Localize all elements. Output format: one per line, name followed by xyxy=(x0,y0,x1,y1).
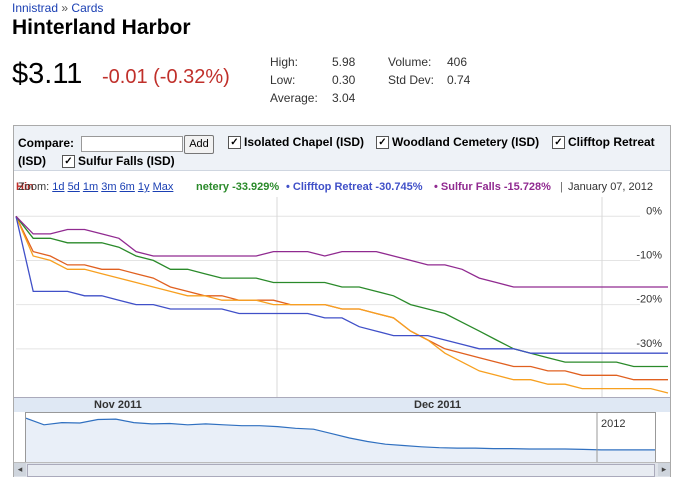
navigator-scrollbar[interactable]: ◂ ▸ xyxy=(14,462,670,477)
compare-woodland-cemetery[interactable]: ✓ Woodland Cemetery (ISD) xyxy=(376,135,539,149)
series-line-clifftop-retreat xyxy=(15,216,668,354)
stats-values-left: 5.98 0.30 3.04 xyxy=(332,53,355,107)
breadcrumb-section-link[interactable]: Cards xyxy=(71,1,104,15)
legend-hinterland-partial: Hin xyxy=(16,181,34,193)
breadcrumb-separator: » xyxy=(61,1,69,15)
zoom-1m[interactable]: 1m xyxy=(82,181,99,193)
legend-date: January 07, 2012 xyxy=(568,181,654,193)
compare-item-label: Sulfur Falls (ISD) xyxy=(78,154,175,168)
high-value: 5.98 xyxy=(332,55,356,69)
stats-labels-right: Volume: Std Dev: xyxy=(388,53,434,89)
compare-add-button[interactable]: Add xyxy=(184,135,214,154)
main-chart-area[interactable]: 0% -10% -20% -30% xyxy=(14,197,670,397)
series-line-woodland-cemetery xyxy=(15,215,668,368)
legend-separator: | xyxy=(560,181,563,193)
price-change: -0.01 (-0.32%) xyxy=(102,66,230,88)
chart-legend: Hin Zoom: 1d 5d 1m 3m 6m 1y Max netery -… xyxy=(14,179,670,195)
volume-value: 406 xyxy=(447,55,468,69)
legend-woodland-cemetery: netery -33.929% xyxy=(196,181,280,193)
x-tick-nov-2011: Nov 2011 xyxy=(94,399,142,411)
compare-item-label: Clifftop Retreat xyxy=(568,135,655,149)
volume-label: Volume: xyxy=(388,55,432,69)
navigator-year-label: 2012 xyxy=(601,418,625,430)
legend-sulfur-falls: • Sulfur Falls -15.728% xyxy=(434,181,551,193)
navigator-svg[interactable]: 2012 xyxy=(25,413,655,463)
compare-isolated-chapel[interactable]: ✓ Isolated Chapel (ISD) xyxy=(228,135,364,149)
legend-clifftop-retreat: • Clifftop Retreat -30.745% xyxy=(286,181,423,193)
zoom-1y[interactable]: 1y xyxy=(137,181,150,193)
compare-item-label: Isolated Chapel (ISD) xyxy=(244,135,365,149)
compare-item-label: (ISD) xyxy=(18,154,46,168)
average-value: 3.04 xyxy=(332,91,356,105)
series-line-isolated-chapel xyxy=(15,216,669,394)
zoom-label: Zoom: xyxy=(18,181,50,193)
scroll-right-arrow-icon[interactable]: ▸ xyxy=(658,463,670,476)
compare-clifftop-suffix: (ISD) xyxy=(18,154,46,168)
checkbox-checked-icon[interactable]: ✓ xyxy=(62,154,75,168)
scroll-thumb[interactable] xyxy=(27,464,655,477)
y-tick-label: -20% xyxy=(636,294,662,306)
x-tick-dec-2011: Dec 2011 xyxy=(414,399,462,411)
compare-clifftop-retreat[interactable]: ✓ Clifftop Retreat xyxy=(552,135,655,149)
chart-panel: Compare: Add ✓ Isolated Chapel (ISD) ✓ W… xyxy=(13,125,671,477)
navigator-chart[interactable]: 2012 xyxy=(25,412,656,464)
page-title: Hinterland Harbor xyxy=(12,16,191,39)
compare-bar: Compare: Add ✓ Isolated Chapel (ISD) ✓ W… xyxy=(14,126,670,171)
zoom-1d[interactable]: 1d xyxy=(52,181,65,193)
zoom-max[interactable]: Max xyxy=(152,181,174,193)
low-label: Low: xyxy=(270,73,296,87)
stats-labels-left: High: Low: Average: xyxy=(270,53,318,107)
std-dev-label: Std Dev: xyxy=(388,73,435,87)
breadcrumb-set-link[interactable]: Innistrad xyxy=(12,1,59,15)
zoom-5d[interactable]: 5d xyxy=(67,181,80,193)
y-tick-label: -10% xyxy=(636,249,662,261)
navigator-area xyxy=(26,418,655,463)
std-dev-value: 0.74 xyxy=(447,73,471,87)
average-label: Average: xyxy=(270,91,318,105)
y-tick-label: 0% xyxy=(646,205,662,217)
stats-values-right: 406 0.74 xyxy=(447,53,470,89)
checkbox-checked-icon[interactable]: ✓ xyxy=(376,135,389,149)
zoom-controls: Zoom: 1d 5d 1m 3m 6m 1y Max xyxy=(18,181,173,193)
navigator-line xyxy=(25,417,655,451)
zoom-6m[interactable]: 6m xyxy=(119,181,135,193)
low-value: 0.30 xyxy=(332,73,356,87)
compare-label: Compare: xyxy=(18,136,75,150)
main-chart-svg[interactable]: 0% -10% -20% -30% xyxy=(14,197,670,397)
checkbox-checked-icon[interactable]: ✓ xyxy=(552,135,565,149)
current-price: $3.11 xyxy=(12,58,83,90)
x-axis-bar: Nov 2011 Dec 2011 xyxy=(14,397,670,412)
zoom-3m[interactable]: 3m xyxy=(101,181,117,193)
high-label: High: xyxy=(270,55,299,69)
compare-sulfur-falls[interactable]: ✓ Sulfur Falls (ISD) xyxy=(62,154,175,168)
series-line-hinterland-harbor xyxy=(15,216,668,381)
checkbox-checked-icon[interactable]: ✓ xyxy=(228,135,241,149)
compare-input[interactable] xyxy=(81,136,183,152)
breadcrumb: Innistrad » Cards xyxy=(12,1,103,15)
scroll-left-arrow-icon[interactable]: ◂ xyxy=(14,463,26,476)
compare-item-label: Woodland Cemetery (ISD) xyxy=(392,135,540,149)
y-tick-label: -30% xyxy=(636,338,662,350)
series-line-sulfur-falls xyxy=(15,215,668,288)
